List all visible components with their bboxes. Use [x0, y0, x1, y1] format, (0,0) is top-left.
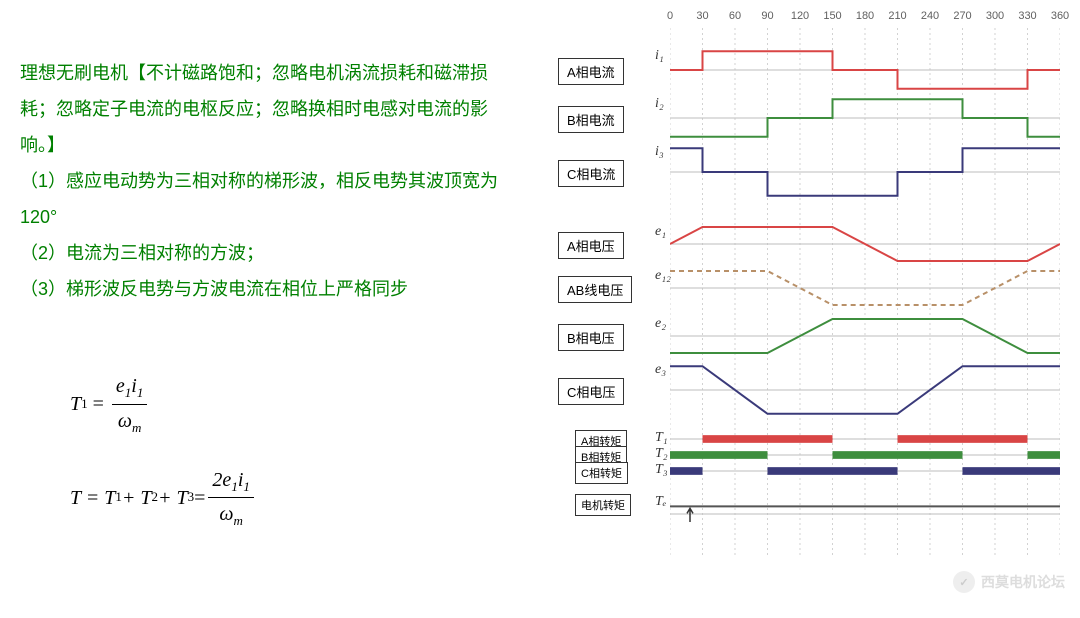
row-label-0: A相电流 — [558, 58, 624, 85]
row-label-5: B相电压 — [558, 324, 624, 351]
equation-2: T = T1 + T2 + T3 = 2e1i1 ωm — [70, 464, 257, 533]
row-label-3: A相电压 — [558, 232, 624, 259]
bullet-1: （1）感应电动势为三相对称的梯形波，相反电势其波顶宽为120° — [20, 163, 520, 235]
row-label-10: 电机转矩 — [575, 494, 631, 516]
y-symbol-3: e₁ — [655, 224, 666, 240]
y-symbol-9: T₃ — [655, 462, 668, 478]
row-label-6: C相电压 — [558, 378, 624, 405]
y-symbol-6: e₃ — [655, 362, 666, 378]
y-symbol-5: e₂ — [655, 316, 666, 332]
watermark: ✓ 西莫电机论坛 — [953, 571, 1065, 593]
y-symbol-0: i₁ — [655, 48, 664, 64]
equation-1: T1 = e1i1 ωm — [70, 370, 257, 439]
bullet-3: （3）梯形波反电势与方波电流在相位上严格同步 — [20, 271, 520, 307]
waveform-plot — [670, 28, 1060, 598]
bullet-2: （2）电流为三相对称的方波； — [20, 235, 520, 271]
wechat-icon: ✓ — [953, 571, 975, 593]
y-symbol-7: T₁ — [655, 430, 668, 446]
equation-block: T1 = e1i1 ωm T = T1 + T2 + T3 = 2e1i1 ωm — [70, 370, 257, 557]
row-label-1: B相电流 — [558, 106, 624, 133]
y-symbol-1: i₂ — [655, 96, 664, 112]
y-symbol-10: Tₑ — [655, 494, 666, 510]
y-symbol-2: i₃ — [655, 144, 664, 160]
row-label-2: C相电流 — [558, 160, 624, 187]
y-symbol-4: e₁₂ — [655, 268, 671, 284]
x-axis-ticks: 0306090120150180210240270300330360 — [670, 10, 1060, 26]
y-symbol-8: T₂ — [655, 446, 668, 462]
row-label-9: C相转矩 — [575, 462, 628, 484]
intro-text: 理想无刷电机【不计磁路饱和；忽略电机涡流损耗和磁滞损耗；忽略定子电流的电枢反应；… — [20, 55, 520, 163]
row-label-4: AB线电压 — [558, 276, 632, 303]
watermark-text: 西莫电机论坛 — [981, 572, 1065, 592]
